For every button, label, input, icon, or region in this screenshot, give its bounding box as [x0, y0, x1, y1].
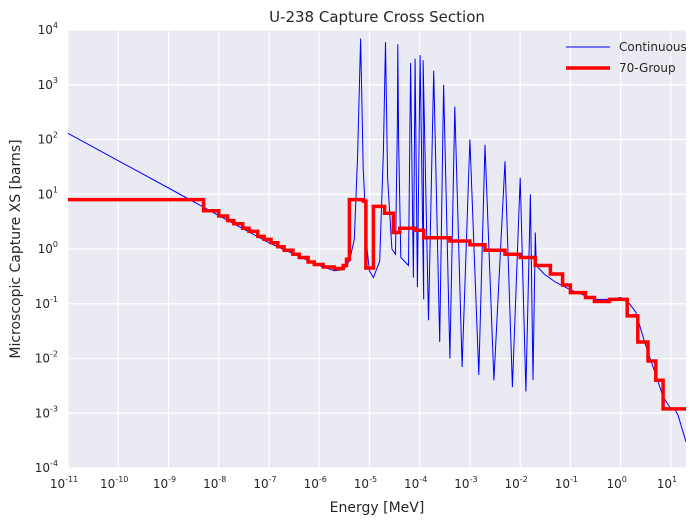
x-tick-label: 100 [606, 475, 626, 491]
y-tick-label: 10-2 [35, 350, 58, 366]
x-tick-label: 10-1 [555, 475, 578, 491]
y-tick-label: 10-1 [35, 295, 58, 311]
data-series [68, 38, 686, 443]
legend: Continuous 70-Group [566, 40, 687, 75]
x-axis-label: Energy [MeV] [330, 500, 425, 516]
x-axis-ticks: 10-11 10-10 10-9 10-8 10-7 10-6 10-5 10-4 10-3 10… [50, 475, 677, 491]
x-tick-label: 10-5 [354, 475, 377, 491]
grid [67, 29, 686, 469]
x-tick-label: 101 [657, 475, 677, 491]
y-tick-label: 10-4 [35, 459, 58, 475]
x-tick-label: 10-6 [304, 475, 327, 491]
legend-label-continuous: Continuous [619, 40, 687, 54]
x-tick-label: 10-2 [505, 475, 528, 491]
y-tick-label: 10-3 [35, 404, 58, 420]
legend-label-70-group: 70-Group [619, 61, 676, 75]
y-axis-label: Microscopic Capture XS [barns] [8, 139, 24, 358]
y-tick-label: 100 [38, 240, 58, 256]
chart-title: U-238 Capture Cross Section [269, 8, 485, 26]
y-tick-label: 102 [38, 131, 58, 147]
y-tick-label: 104 [38, 21, 58, 37]
y-tick-label: 103 [38, 76, 58, 92]
x-tick-label: 10-7 [253, 475, 276, 491]
x-tick-label: 10-8 [203, 475, 226, 491]
y-tick-label: 101 [38, 185, 58, 201]
y-axis-ticks: 10-4 10-3 10-2 10-1 100 101 102 103 104 [35, 21, 58, 475]
x-tick-label: 10-4 [404, 475, 427, 491]
x-tick-label: 10-11 [50, 475, 78, 491]
x-tick-label: 10-3 [454, 475, 477, 491]
x-tick-label: 10-10 [100, 475, 128, 491]
series-line-70-group [68, 197, 686, 411]
x-tick-label: 10-9 [153, 475, 176, 491]
